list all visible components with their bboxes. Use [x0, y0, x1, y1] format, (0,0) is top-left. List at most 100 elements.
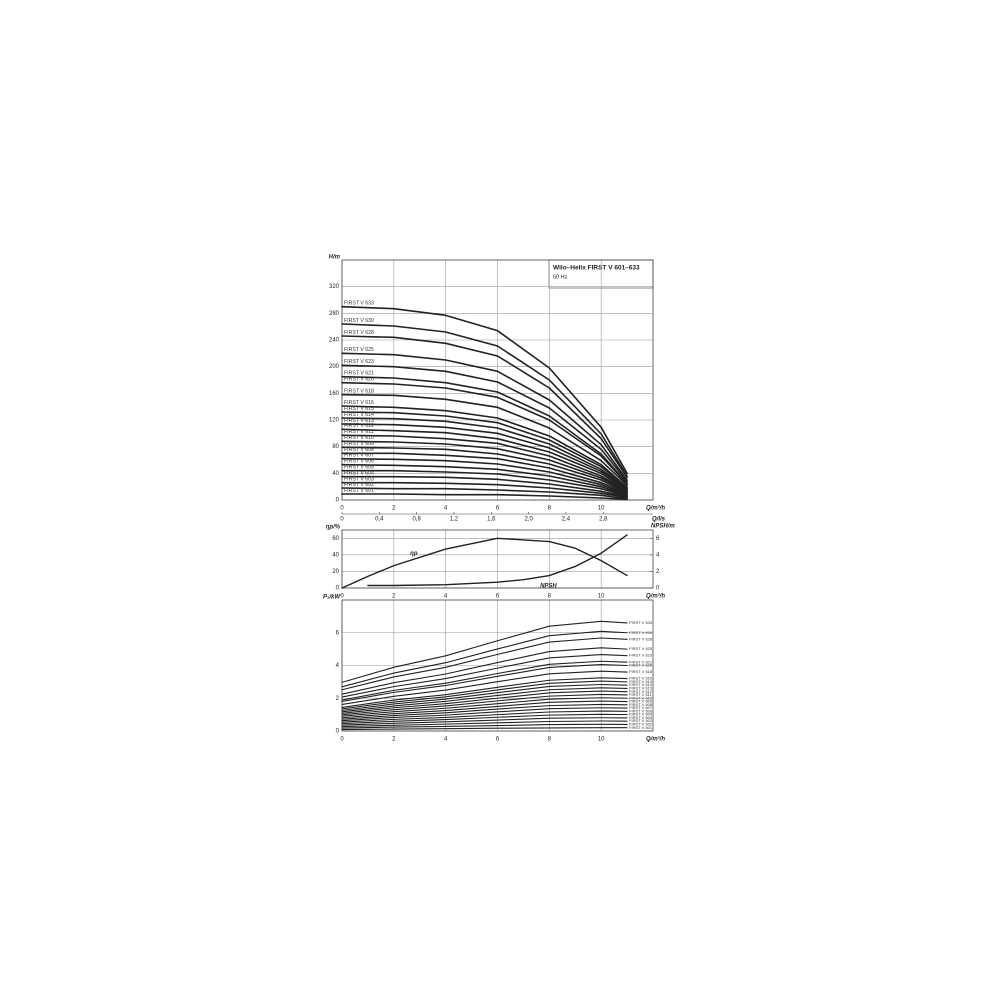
- y2-tick-label: 2: [656, 569, 660, 575]
- series-line: [341, 647, 628, 695]
- series-label: FIRST V 607: [344, 453, 374, 459]
- series-label: FIRST V 602: [344, 482, 374, 488]
- series-line: [341, 446, 628, 494]
- series-line: [341, 417, 628, 490]
- x-tick-label: 4: [444, 737, 448, 743]
- series-line: [341, 440, 628, 493]
- series-label: FIRST V 606: [629, 708, 653, 713]
- series-label: FIRST V 605: [629, 712, 653, 717]
- y-tick-label: 20: [332, 569, 339, 575]
- x-tick-label: 4: [444, 506, 448, 512]
- series-label: FIRST V 615: [344, 406, 374, 412]
- x-tick-label: 8: [548, 737, 552, 743]
- plot-frame: [341, 529, 654, 589]
- series-line: [341, 352, 628, 481]
- x-tick-label: 8: [548, 506, 552, 512]
- plot-frame: [341, 259, 654, 501]
- y2-tick-label: 6: [656, 536, 660, 542]
- series-label: FIRST V 613: [629, 685, 653, 690]
- x-tick-label: 6: [496, 506, 500, 512]
- series-line: [341, 670, 628, 706]
- series-label: FIRST V 603: [629, 718, 653, 723]
- series-label: FIRST V 614: [629, 682, 653, 687]
- series-line: [341, 323, 628, 477]
- x-tick-label: 2: [392, 594, 396, 600]
- y2-tick-label: 0: [656, 586, 660, 592]
- series-label: ηp: [410, 551, 418, 557]
- series-label: FIRST V 611: [629, 692, 653, 697]
- series-line: [341, 690, 628, 714]
- series-line: [341, 717, 628, 726]
- x2-tick-label: 2,0: [524, 517, 533, 523]
- y-tick-label: 60: [332, 536, 339, 542]
- x-tick-label: 0: [340, 594, 344, 600]
- series-line: [341, 620, 628, 683]
- series-label: FIRST V 609: [344, 441, 374, 447]
- series-label: FIRST V 623: [344, 359, 374, 365]
- series-label: FIRST V 620: [344, 377, 374, 383]
- x2-tick-label: 2,8: [599, 517, 608, 523]
- x-axis-label: Q/m³/h: [646, 736, 665, 743]
- x-tick-label: 6: [496, 737, 500, 743]
- series-label: FIRST V 610: [629, 695, 653, 700]
- series-label: FIRST V 611: [344, 429, 374, 435]
- series-line: [341, 637, 628, 691]
- series-label: FIRST V 621: [629, 659, 653, 664]
- y-tick-label: 240: [329, 338, 340, 344]
- chart-title: Wilo–Helix FIRST V 601–633: [553, 265, 640, 272]
- x-tick-label: 10: [598, 506, 605, 512]
- y-tick-label: 0: [336, 729, 340, 735]
- series-label: FIRST V 618: [629, 669, 653, 674]
- series-line: [341, 463, 628, 497]
- y-tick-label: 2: [336, 696, 340, 702]
- x2-tick-label: 1,6: [487, 517, 496, 523]
- series-label: FIRST V 604: [344, 471, 374, 477]
- series-label: FIRST V 628: [344, 330, 374, 336]
- series-line: [341, 469, 628, 497]
- series-label: FIRST V 608: [629, 702, 653, 707]
- x-tick-label: 6: [496, 594, 500, 600]
- series-line: [341, 630, 628, 688]
- series-line: [341, 683, 628, 711]
- x-axis-label: Q/m³/h: [646, 505, 665, 512]
- series-line: [341, 707, 628, 722]
- series-line: [341, 537, 628, 589]
- series-line: [341, 411, 628, 489]
- series-line: [341, 653, 628, 698]
- y-axis-label: H/m: [329, 255, 341, 261]
- x2-tick-label: 0,8: [412, 517, 421, 523]
- series-line: [367, 534, 628, 587]
- series-label: FIRST V 601: [629, 725, 653, 730]
- series-label: NPSH: [540, 583, 557, 589]
- series-line: [341, 700, 628, 719]
- series-line: [341, 713, 628, 725]
- series-line: [341, 697, 628, 717]
- series-label: FIRST V 615: [629, 679, 653, 684]
- series-line: [341, 305, 628, 475]
- x-tick-label: 2: [392, 737, 396, 743]
- series-line: [341, 710, 628, 723]
- series-label: FIRST V 616: [344, 400, 374, 406]
- y-tick-label: 40: [332, 471, 339, 477]
- series-line: [341, 720, 628, 728]
- series-label: FIRST V 625: [344, 347, 374, 353]
- x-tick-label: 0: [340, 506, 344, 512]
- x2-tick-label: 2,4: [562, 517, 571, 523]
- y-tick-label: 280: [329, 311, 340, 317]
- y-axis-label: ηp/%: [326, 525, 341, 531]
- x2-tick-label: 0: [340, 517, 344, 523]
- x-tick-label: 8: [548, 594, 552, 600]
- series-line: [341, 723, 628, 729]
- x2-tick-label: 1,2: [450, 517, 459, 523]
- x-tick-label: 4: [444, 594, 448, 600]
- y2-axis-label: NPSH/m: [651, 524, 675, 530]
- series-line: [341, 687, 628, 713]
- series-label: FIRST V 630: [629, 630, 653, 635]
- series-line: [341, 393, 628, 487]
- y-tick-label: 6: [336, 630, 340, 636]
- series-label: FIRST V 608: [344, 447, 374, 453]
- y-tick-label: 200: [329, 364, 340, 370]
- series-line: [341, 677, 628, 708]
- series-line: [341, 487, 628, 500]
